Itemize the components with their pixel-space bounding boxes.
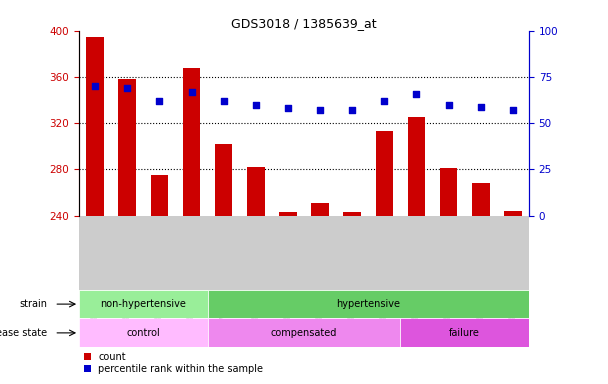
Bar <box>79 290 207 318</box>
Point <box>219 98 229 104</box>
Bar <box>311 203 329 216</box>
Point <box>347 107 357 113</box>
Bar <box>279 212 297 216</box>
Bar <box>215 144 232 216</box>
Point <box>154 98 164 104</box>
Bar <box>472 183 489 216</box>
Bar <box>182 68 201 216</box>
Bar <box>407 118 426 216</box>
Point <box>412 91 421 97</box>
Legend: count, percentile rank within the sample: count, percentile rank within the sample <box>84 352 263 374</box>
Text: hypertensive: hypertensive <box>336 299 400 309</box>
Point <box>379 98 389 104</box>
Point <box>122 85 132 91</box>
Point <box>476 104 486 110</box>
Point <box>251 102 261 108</box>
Bar <box>376 131 393 216</box>
Bar <box>119 79 136 216</box>
Point <box>187 89 196 95</box>
Point <box>283 105 293 111</box>
Bar <box>207 290 529 318</box>
Bar <box>401 318 529 347</box>
Point <box>508 107 518 113</box>
Title: GDS3018 / 1385639_at: GDS3018 / 1385639_at <box>231 17 377 30</box>
Bar <box>344 212 361 216</box>
Text: compensated: compensated <box>271 328 337 338</box>
Bar <box>207 318 401 347</box>
Bar <box>504 211 522 216</box>
Bar <box>86 36 104 216</box>
Text: strain: strain <box>19 299 47 309</box>
Text: failure: failure <box>449 328 480 338</box>
Bar <box>79 318 207 347</box>
Point <box>444 102 454 108</box>
Bar <box>151 175 168 216</box>
Text: non-hypertensive: non-hypertensive <box>100 299 186 309</box>
Text: control: control <box>126 328 160 338</box>
Point <box>315 107 325 113</box>
Point <box>90 83 100 89</box>
Bar <box>440 168 457 216</box>
Bar <box>247 167 264 216</box>
Text: disease state: disease state <box>0 328 47 338</box>
